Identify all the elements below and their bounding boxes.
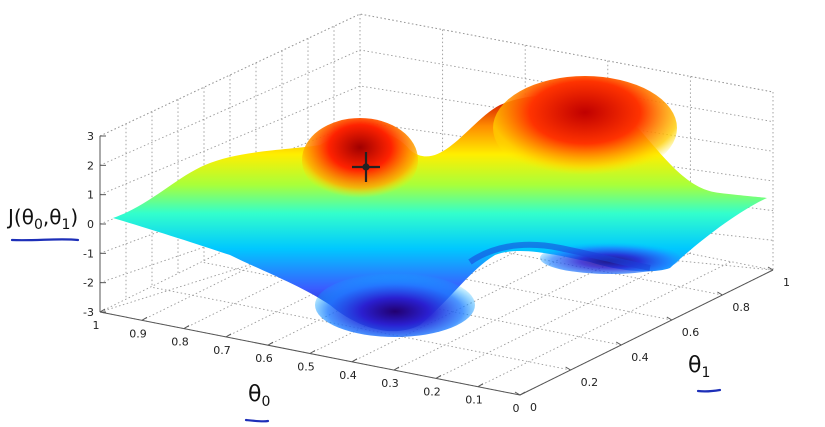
x-tick-label: 0.5 [297, 361, 315, 374]
y-tick-mark [717, 291, 723, 296]
y-tick-mark [666, 316, 673, 321]
x-tick-mark [393, 366, 400, 371]
y-tick-mark [514, 391, 521, 396]
y-tick-label: 0.6 [682, 326, 700, 339]
x-tick-mark [519, 391, 526, 396]
z-axis-label: J(θ0,θ1) [6, 205, 78, 233]
x-tick-label: 1 [93, 319, 100, 332]
x-tick-mark [435, 374, 442, 379]
x-tick-label: 0.4 [339, 369, 357, 382]
x-tick-mark [351, 358, 358, 363]
floor-grid-line [201, 261, 622, 346]
x-tick-label: 0.7 [213, 344, 231, 357]
x-tick-mark [183, 325, 190, 330]
floor-grid-line [477, 261, 732, 388]
x-tick-label: 0.2 [423, 385, 441, 398]
y-tick-label: 0 [530, 401, 537, 414]
z-tick-label: -1 [83, 247, 94, 260]
y-tick-label: 0.2 [581, 376, 599, 389]
y-tick-mark [767, 266, 774, 271]
z-tick-label: 2 [87, 159, 94, 172]
y-axis-line [519, 269, 774, 396]
z-label-underline [10, 238, 80, 242]
y-axis-label: θ1 [688, 353, 710, 381]
floor-grid-line [351, 236, 606, 363]
x-tick-mark [225, 333, 232, 338]
x-axis-label: θ0 [248, 382, 270, 410]
star-marker [352, 152, 380, 182]
z-tick-label: -3 [83, 306, 94, 319]
z-tick-label: 0 [87, 218, 94, 231]
x-tick-label: 0.3 [381, 377, 399, 390]
y-tick-mark [565, 366, 571, 371]
z-tick-label: -2 [83, 277, 94, 290]
cost-surface [113, 76, 767, 337]
x-tick-label: 0.6 [255, 352, 273, 365]
y-tick-label: 0.8 [732, 301, 750, 314]
y-tick-label: 0.4 [631, 351, 649, 364]
z-tick-label: 3 [87, 130, 94, 143]
x-tick-mark [141, 316, 148, 321]
x-tick-label: 0.9 [129, 327, 147, 340]
floor-grid-line [150, 286, 571, 371]
y-tick-label: 1 [783, 276, 790, 289]
peak-right [493, 76, 677, 180]
z-grid-line [99, 49, 774, 166]
z-tick-label: 1 [87, 189, 94, 202]
x-tick-mark [309, 350, 316, 354]
peak-left [302, 118, 418, 202]
valley-front [315, 273, 475, 337]
x-tick-label: 0.1 [465, 394, 483, 407]
x-tick-mark [477, 383, 484, 388]
x-tick-mark [267, 341, 274, 346]
x-tick-label: 0.8 [171, 336, 189, 349]
x-label-underline [244, 418, 270, 423]
surface-ridge-fold [468, 241, 651, 271]
floor-grid-line [393, 244, 648, 371]
floor-grid-line [435, 252, 690, 379]
y-tick-mark [615, 341, 622, 346]
x-tick-label: 0 [513, 402, 520, 415]
x-tick-mark [99, 308, 106, 313]
y-label-underline [696, 388, 722, 393]
